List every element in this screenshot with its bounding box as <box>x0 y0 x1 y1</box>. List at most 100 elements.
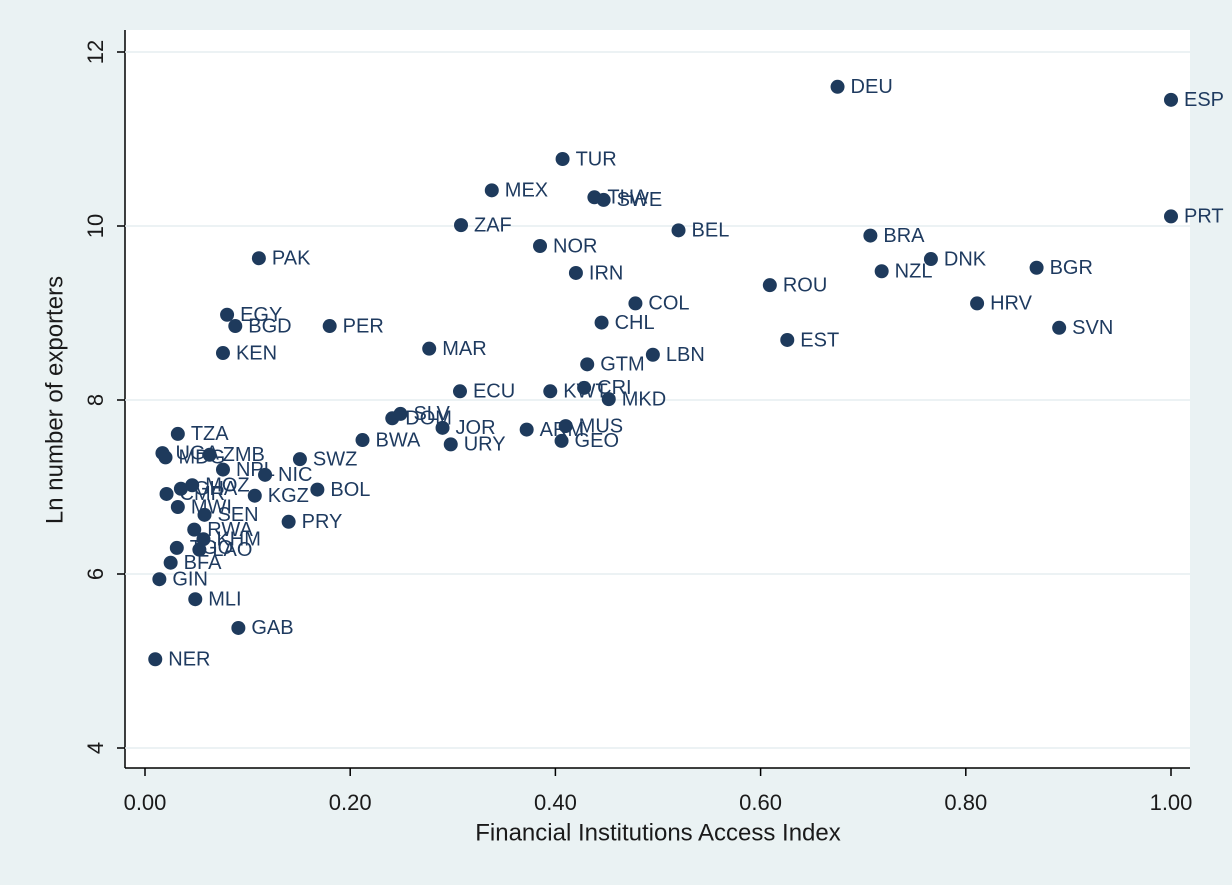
point <box>519 422 534 437</box>
point <box>830 79 845 94</box>
point-label: NER <box>168 649 210 671</box>
y-tick-label: 8 <box>83 394 108 406</box>
y-tick-label: 6 <box>83 568 108 580</box>
point <box>596 192 611 207</box>
point <box>158 450 173 465</box>
point-label: TZA <box>191 423 229 445</box>
point-label: PER <box>343 315 384 337</box>
point <box>169 540 184 555</box>
point-label: MLI <box>208 589 241 611</box>
point <box>454 218 469 233</box>
point-label: PRY <box>302 511 343 533</box>
point-label: KGZ <box>268 485 309 507</box>
point <box>645 347 660 362</box>
point-label: SWE <box>617 189 663 211</box>
point <box>355 433 370 448</box>
point-label: EGY <box>240 304 282 326</box>
point-label: GAB <box>251 617 293 639</box>
point <box>970 296 985 311</box>
y-axis-title: Ln number of exporters <box>41 276 68 524</box>
point-label: URY <box>464 434 506 456</box>
point-label: NZL <box>895 261 933 283</box>
point-label: GTM <box>600 354 644 376</box>
point-label: MEX <box>505 180 548 202</box>
point-label: GIN <box>172 569 208 591</box>
point-label: PAK <box>272 247 311 269</box>
point-label: NOR <box>553 235 597 257</box>
point <box>628 296 643 311</box>
point-label: TGO <box>190 537 233 559</box>
x-axis-title: Financial Institutions Access Index <box>475 819 841 846</box>
y-tick-label: 12 <box>83 40 108 64</box>
point <box>228 319 243 334</box>
point <box>202 447 217 462</box>
point <box>188 592 203 607</box>
point <box>443 437 458 452</box>
point <box>310 482 325 497</box>
x-tick-label: 0.80 <box>944 790 987 815</box>
point <box>558 419 573 434</box>
point <box>220 307 235 322</box>
point-label: MOZ <box>205 475 249 497</box>
point-label: GHA <box>194 478 238 500</box>
y-tick-label: 10 <box>83 214 108 238</box>
point <box>543 384 558 399</box>
point-label: COL <box>648 293 689 315</box>
point <box>923 252 938 267</box>
point-label: ROU <box>783 274 827 296</box>
point <box>580 357 595 372</box>
point <box>173 481 188 496</box>
point <box>762 278 777 293</box>
point <box>215 346 230 361</box>
point-label: PRT <box>1184 206 1224 228</box>
point-label: KHM <box>216 528 260 550</box>
x-tick-label: 0.20 <box>329 790 372 815</box>
point-label: TUR <box>576 148 617 170</box>
x-tick-label: 0.00 <box>124 790 167 815</box>
point <box>1164 209 1178 224</box>
point-label: THA <box>607 187 648 209</box>
x-tick-label: 0.60 <box>739 790 782 815</box>
point-label: RWA <box>207 519 253 541</box>
point-label: SLV <box>413 403 450 425</box>
point <box>152 572 167 587</box>
point <box>568 265 583 280</box>
point <box>1029 260 1044 275</box>
point <box>187 522 202 537</box>
point <box>281 514 296 529</box>
point-label: BWA <box>376 429 421 451</box>
point <box>148 652 163 667</box>
x-tick-label: 0.40 <box>534 790 577 815</box>
point-label: DNK <box>944 248 987 270</box>
point-label: CHL <box>615 312 655 334</box>
y-tick-label: 4 <box>83 742 108 754</box>
point <box>422 341 437 356</box>
plot-area <box>125 30 1190 768</box>
point-label: ZAF <box>474 214 512 236</box>
point <box>874 264 889 279</box>
point <box>533 239 548 254</box>
point-label: BRA <box>883 225 925 247</box>
point <box>554 433 569 448</box>
point-label: BGD <box>248 315 291 337</box>
point-label: SWZ <box>313 448 357 470</box>
point <box>170 500 185 515</box>
point-label: KEN <box>236 342 277 364</box>
point <box>251 251 266 266</box>
point <box>247 488 262 503</box>
point <box>215 462 230 477</box>
point-label: BEL <box>692 220 730 242</box>
point <box>484 183 499 198</box>
point-label: SEN <box>218 504 259 526</box>
point <box>555 152 570 167</box>
point-label: HRV <box>990 293 1033 315</box>
marks: 4 6 8 10 12 0.00 0.20 0.40 0.60 0.80 1.00 DEU ESP PRT… <box>83 40 1224 815</box>
point-label: BFA <box>184 552 222 574</box>
point-label: LBN <box>666 344 705 366</box>
x-tick-label: 1.00 <box>1150 790 1193 815</box>
point <box>258 467 273 482</box>
point-label: BGR <box>1050 257 1093 279</box>
point-label: MAR <box>442 338 486 360</box>
point <box>159 486 174 501</box>
